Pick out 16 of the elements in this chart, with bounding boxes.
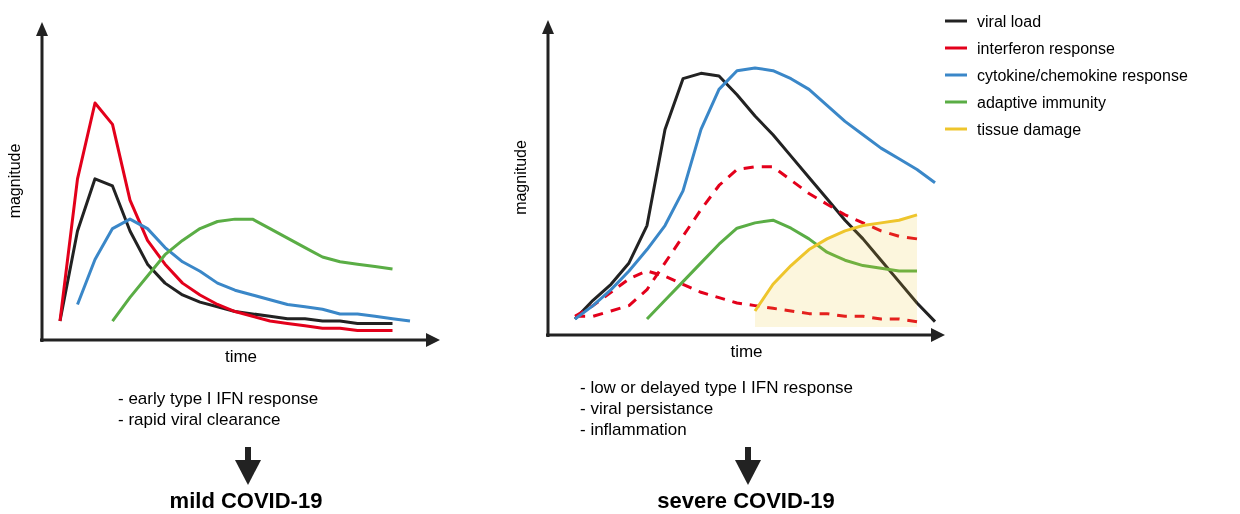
legend-label: cytokine/chemokine response xyxy=(977,67,1188,84)
text: severe COVID-19 xyxy=(657,488,835,513)
text: - low or delayed type I IFN response xyxy=(580,378,854,397)
x-axis-title: time xyxy=(730,342,763,361)
x-axis-title: time xyxy=(224,347,258,366)
text: mild COVID-19 xyxy=(169,488,323,513)
text: - viral persistance xyxy=(580,399,714,418)
text: - rapid viral clearance xyxy=(118,410,281,429)
text: - early type I IFN response xyxy=(118,389,319,408)
text: - inflammation xyxy=(580,420,687,439)
legend-label: adaptive immunity xyxy=(977,94,1106,111)
y-axis-title: magnitude xyxy=(512,140,529,215)
y-axis-title: magnitude xyxy=(6,143,23,219)
legend-label: viral load xyxy=(977,13,1042,30)
legend-label: tissue damage xyxy=(977,121,1082,138)
legend-label: interferon response xyxy=(977,40,1115,57)
